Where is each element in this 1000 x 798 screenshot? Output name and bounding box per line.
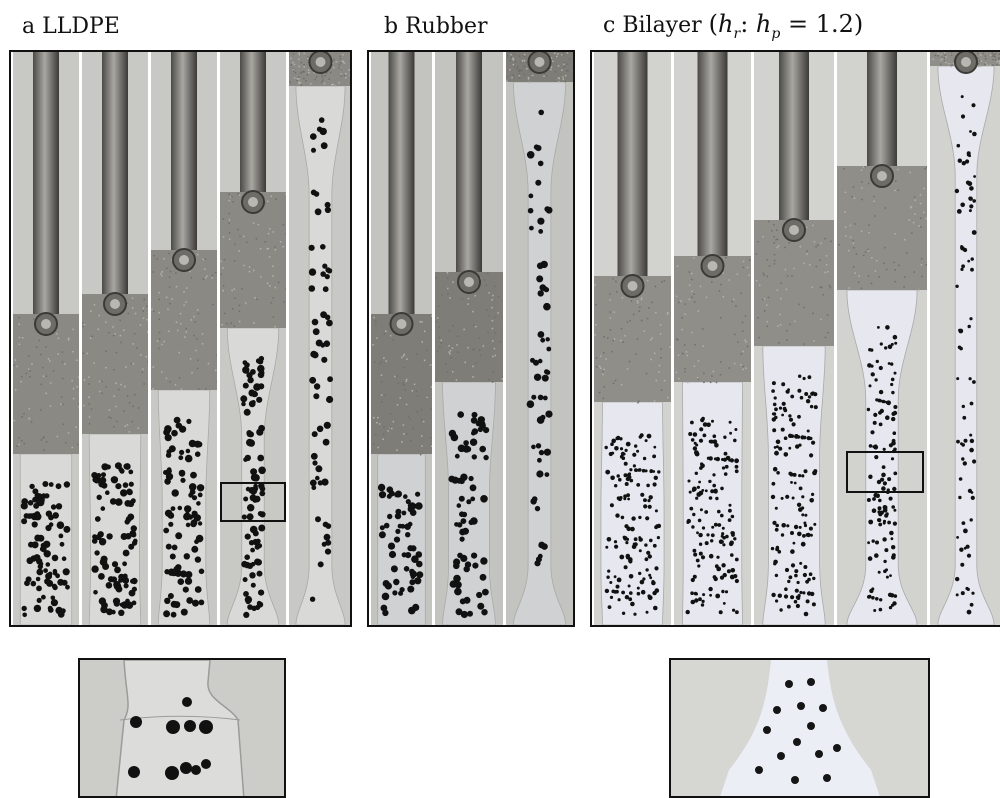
panel-c-ratio: (hr: hp = 1.2) <box>709 10 864 38</box>
inset-bilayer-closeup <box>669 658 930 798</box>
bilayer-strip-5 <box>930 52 1000 625</box>
panel-b-label: b Rubber <box>384 14 488 39</box>
panel-b-letter: b <box>384 14 398 39</box>
inset-lldpe-closeup <box>78 658 286 798</box>
lldpe-strip-2 <box>82 52 148 625</box>
rubber-strip-2 <box>435 52 503 625</box>
zoom-box-bilayer <box>846 451 924 493</box>
panel-a-letter: a <box>22 14 35 39</box>
inset-bilayer-image <box>671 660 928 798</box>
panel-b-rubber <box>367 50 575 627</box>
lldpe-strip-1 <box>13 52 79 625</box>
panel-a-title: LLDPE <box>42 14 120 39</box>
panel-c-bilayer <box>590 50 1000 627</box>
bilayer-strip-3 <box>754 52 834 625</box>
panel-c-letter: c <box>603 13 615 38</box>
inset-lldpe-image <box>80 660 284 798</box>
panel-b-title: Rubber <box>405 14 487 39</box>
lldpe-strip-4 <box>220 52 286 625</box>
rubber-strip-1 <box>371 52 432 625</box>
zoom-box-lldpe <box>220 482 286 522</box>
bilayer-strip-1 <box>594 52 671 625</box>
panel-a-label: a LLDPE <box>22 14 120 39</box>
lldpe-strip-3 <box>151 52 217 625</box>
panel-c-title: Bilayer <box>622 13 701 38</box>
panel-a-lldpe <box>9 50 352 627</box>
bilayer-strip-4 <box>837 52 927 625</box>
lldpe-strip-5 <box>289 52 352 625</box>
bilayer-strip-2 <box>674 52 751 625</box>
rubber-strip-3 <box>506 52 573 625</box>
panel-c-label: c Bilayer (hr: hp = 1.2) <box>603 10 863 42</box>
